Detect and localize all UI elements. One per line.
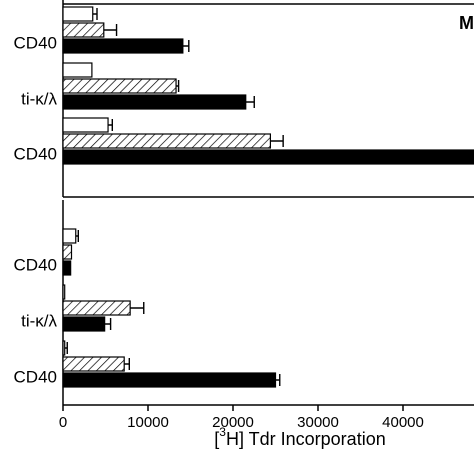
bar — [62, 300, 131, 316]
x-label-part: [ — [214, 429, 219, 449]
x-label-part: H] Tdr Incorporation — [226, 429, 386, 449]
bar — [62, 228, 77, 244]
x-tick-label: 0 — [59, 414, 67, 431]
error-bar — [270, 135, 284, 147]
y-tick-label: ti-κ/λ — [21, 311, 57, 330]
y-tick-label: CD40 — [14, 255, 57, 274]
bar — [62, 22, 105, 38]
bar — [62, 372, 277, 388]
error-bar — [75, 230, 79, 242]
bar — [62, 149, 474, 165]
error-bar — [104, 318, 112, 330]
y-tick-label: CD40 — [14, 367, 57, 386]
bar — [62, 260, 72, 276]
error-bar — [124, 358, 130, 370]
bar — [62, 133, 271, 149]
x-tick-label: 20000 — [212, 414, 254, 431]
y-tick-label: ti-κ/λ — [21, 89, 57, 108]
error-bar — [130, 302, 145, 314]
bar — [62, 284, 66, 300]
bar — [62, 6, 94, 22]
bar — [62, 244, 73, 260]
bar — [62, 316, 106, 332]
bar — [62, 117, 109, 133]
bar — [62, 78, 177, 94]
error-bar — [275, 374, 281, 386]
y-tick-label: CD40 — [14, 33, 57, 52]
y-tick-label: CD40 — [14, 144, 57, 163]
x-label-sup: 3 — [219, 425, 226, 439]
bar — [62, 356, 125, 372]
x-tick-label: 40000 — [382, 414, 424, 431]
error-bar — [176, 80, 180, 92]
bar — [62, 94, 247, 110]
x-axis-label: [3H] Tdr Incorporation — [214, 425, 385, 449]
error-bar — [245, 96, 255, 108]
error-bar — [64, 342, 68, 354]
error-bar — [92, 8, 98, 20]
bar — [62, 340, 66, 356]
bar — [62, 38, 184, 54]
annotation: M — [459, 13, 474, 33]
error-bar — [182, 40, 190, 52]
bar — [62, 62, 93, 78]
error-bar — [108, 119, 113, 131]
x-tick-label: 30000 — [297, 414, 339, 431]
x-tick-label: 10000 — [127, 414, 169, 431]
error-bar — [103, 24, 118, 36]
